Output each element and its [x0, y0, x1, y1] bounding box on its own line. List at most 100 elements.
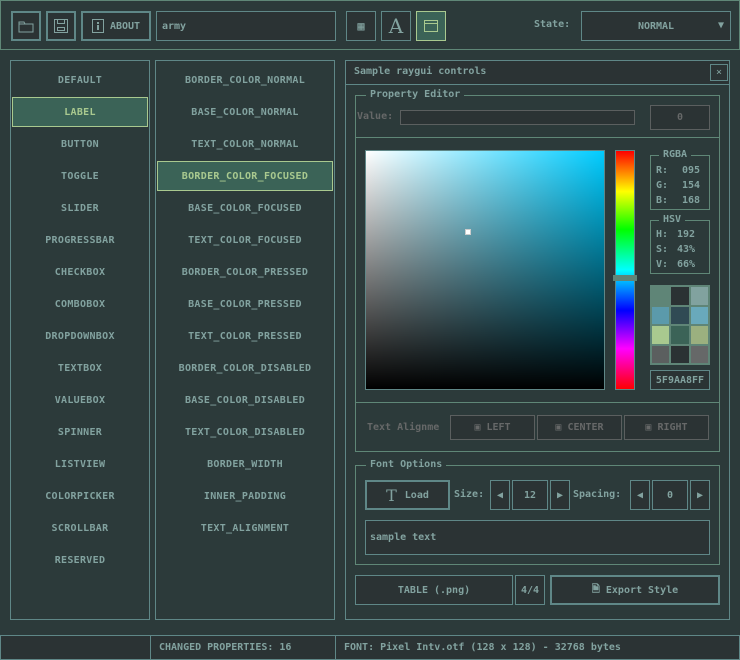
control-list-item[interactable]: LABEL [12, 97, 148, 127]
palette-swatch[interactable] [652, 345, 670, 363]
control-list-item[interactable]: TOGGLE [61, 170, 99, 182]
palette-swatch[interactable] [690, 326, 708, 344]
align-center-icon: ▣ [555, 422, 562, 433]
open-file-button[interactable] [11, 11, 41, 41]
spacing-label: Spacing: [573, 489, 622, 500]
property-list-item[interactable]: BORDER_COLOR_FOCUSED [157, 161, 333, 191]
export-file-icon: 🗎 [591, 583, 600, 595]
spacing-decrement-button[interactable]: ◀ [630, 480, 650, 510]
b-value: 168 [682, 195, 701, 206]
property-list-item[interactable]: INNER_PADDING [203, 490, 287, 502]
palette-swatch[interactable] [690, 306, 708, 324]
palette-swatch[interactable] [652, 326, 670, 344]
property-list-item[interactable]: TEXT_COLOR_DISABLED [184, 426, 306, 438]
load-font-button[interactable]: T Load [365, 480, 450, 510]
property-list-item[interactable]: BORDER_COLOR_PRESSED [181, 266, 309, 278]
group-title: Property Editor [366, 89, 465, 101]
divider [356, 402, 719, 403]
property-list-item[interactable]: BASE_COLOR_FOCUSED [188, 202, 302, 214]
control-list-item[interactable]: VALUEBOX [54, 394, 106, 406]
g-value: 154 [682, 180, 701, 191]
hue-slider-handle[interactable] [613, 274, 637, 281]
g-label: G: [656, 180, 669, 191]
property-list-item[interactable]: TEXT_COLOR_NORMAL [191, 138, 299, 150]
palette-swatch[interactable] [671, 287, 689, 305]
property-list-item[interactable]: TEXT_ALIGNMENT [200, 522, 290, 534]
window-title: Sample raygui controls [354, 66, 487, 77]
property-list-item[interactable]: BASE_COLOR_DISABLED [184, 394, 306, 406]
align-right-button[interactable]: ▣ RIGHT [624, 415, 709, 440]
state-dropdown[interactable]: NORMAL ▼ [581, 11, 731, 41]
properties-list[interactable]: BORDER_COLOR_NORMAL BASE_COLOR_NORMAL TEXT… [155, 60, 335, 620]
control-list-item[interactable]: BUTTON [61, 138, 99, 150]
control-list-item[interactable]: SPINNER [57, 426, 103, 438]
arrow-left-icon: ◀ [636, 489, 644, 501]
font-options-group: Font Options [355, 459, 720, 565]
control-list-item[interactable]: DROPDOWNBOX [45, 330, 115, 342]
control-list-item[interactable]: COLORPICKER [45, 490, 115, 502]
control-list-item[interactable]: SLIDER [61, 202, 99, 214]
control-list-item[interactable]: RESERVED [54, 554, 106, 566]
export-label: Export Style [605, 584, 679, 596]
color-picker-panel[interactable] [365, 150, 605, 390]
table-export-button[interactable]: TABLE (.png) [355, 575, 513, 605]
s-label: S: [656, 244, 669, 255]
controls-list[interactable]: DEFAULT LABEL BUTTON TOGGLE SLIDER PROGRESSBA… [10, 60, 150, 620]
value-input[interactable] [400, 110, 635, 125]
property-list-item[interactable]: BORDER_COLOR_DISABLED [178, 362, 312, 374]
export-style-button[interactable]: 🗎 Export Style [550, 575, 720, 605]
control-list-item[interactable]: COMBOBOX [54, 298, 106, 310]
align-center-button[interactable]: ▣ CENTER [537, 415, 622, 440]
palette-swatch[interactable] [671, 345, 689, 363]
info-icon [91, 19, 104, 33]
hsv-group: HSV H: 192 S: 43% V: 66% [650, 214, 710, 274]
grid-icon: ▦ [357, 19, 365, 33]
palette-swatch[interactable] [690, 287, 708, 305]
about-button[interactable]: ABOUT [81, 11, 151, 41]
spacing-value[interactable]: 0 [652, 480, 688, 510]
property-list-item[interactable]: BASE_COLOR_PRESSED [188, 298, 302, 310]
property-list-item[interactable]: BASE_COLOR_NORMAL [191, 106, 299, 118]
color-selector-handle[interactable] [465, 228, 472, 235]
close-button[interactable]: × [710, 64, 728, 81]
property-list-item[interactable]: TEXT_COLOR_FOCUSED [188, 234, 302, 246]
s-value: 43% [677, 244, 696, 255]
property-list-item[interactable]: BORDER_WIDTH [207, 458, 283, 470]
control-list-item[interactable]: PROGRESSBAR [45, 234, 115, 246]
save-file-button[interactable] [46, 11, 76, 41]
size-decrement-button[interactable]: ◀ [490, 480, 510, 510]
palette-swatch[interactable] [671, 306, 689, 324]
property-list-item[interactable]: BORDER_COLOR_NORMAL [184, 74, 306, 86]
h-label: H: [656, 229, 669, 240]
property-list-item[interactable]: TEXT_COLOR_PRESSED [188, 330, 302, 342]
control-list-item[interactable]: SCROLLBAR [51, 522, 109, 534]
hsv-title: HSV [659, 214, 686, 226]
size-value[interactable]: 12 [512, 480, 548, 510]
hue-bar[interactable] [613, 150, 637, 390]
toolbar: ABOUT army ▦ A State: NORMAL ▼ [0, 0, 740, 50]
align-left-button[interactable]: ▣ LEFT [450, 415, 535, 440]
value-box[interactable]: 0 [650, 105, 710, 130]
control-list-item[interactable]: DEFAULT [57, 74, 103, 86]
hex-input[interactable]: 5F9AA8FF [650, 370, 710, 390]
spacing-increment-button[interactable]: ▶ [690, 480, 710, 510]
state-label: State: [534, 19, 571, 30]
size-label: Size: [454, 489, 485, 500]
palette-swatch[interactable] [652, 306, 670, 324]
palette-swatch[interactable] [690, 345, 708, 363]
font-icon: A [388, 14, 404, 38]
style-search-input[interactable]: army [156, 11, 336, 41]
font-button[interactable]: A [381, 11, 411, 41]
control-list-item[interactable]: TEXTBOX [57, 362, 103, 374]
sample-text-input[interactable]: sample text [365, 520, 710, 555]
window-titlebar: Sample raygui controls [346, 61, 729, 85]
window-view-toggle[interactable] [416, 11, 446, 41]
control-list-item[interactable]: LISTVIEW [54, 458, 106, 470]
palette-swatch[interactable] [671, 326, 689, 344]
load-label: Load [404, 489, 429, 501]
arrow-left-icon: ◀ [496, 489, 504, 501]
control-list-item[interactable]: CHECKBOX [54, 266, 106, 278]
size-increment-button[interactable]: ▶ [550, 480, 570, 510]
palette-swatch[interactable] [652, 287, 670, 305]
grid-view-button[interactable]: ▦ [346, 11, 376, 41]
